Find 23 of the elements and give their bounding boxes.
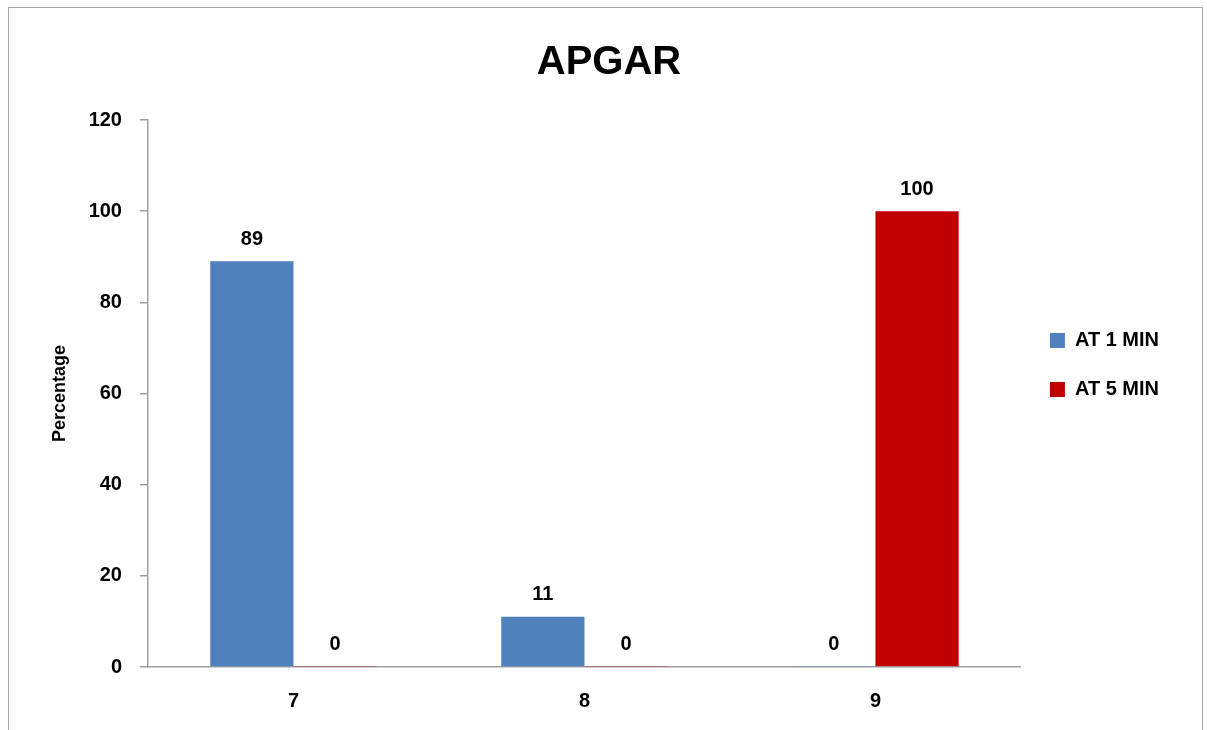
- y-axis-title: Percentage: [48, 344, 69, 443]
- y-tick-label: 60: [99, 381, 122, 404]
- x-tick-label: 7: [287, 688, 300, 711]
- y-tick-label: 40: [99, 472, 122, 495]
- bar: [210, 261, 294, 667]
- legend-label: AT 1 MIN: [1074, 328, 1160, 351]
- bar: [501, 616, 585, 667]
- y-tick-label: 80: [99, 289, 122, 312]
- data-label: 100: [900, 176, 934, 199]
- bar: [875, 211, 959, 667]
- legend-label: AT 5 MIN: [1074, 377, 1160, 400]
- x-tick-label: 9: [869, 688, 881, 711]
- data-label: 0: [828, 631, 840, 654]
- chart-title: APGAR: [536, 38, 682, 83]
- data-label: 11: [532, 582, 554, 605]
- y-tick-label: 120: [88, 107, 122, 130]
- y-tick-label: 0: [110, 654, 122, 677]
- data-label: 89: [240, 226, 263, 249]
- data-label: 0: [329, 631, 341, 654]
- y-tick-label: 100: [88, 198, 122, 221]
- y-tick-label: 20: [99, 563, 122, 586]
- x-tick-label: 8: [578, 688, 591, 711]
- data-label: 0: [620, 631, 632, 654]
